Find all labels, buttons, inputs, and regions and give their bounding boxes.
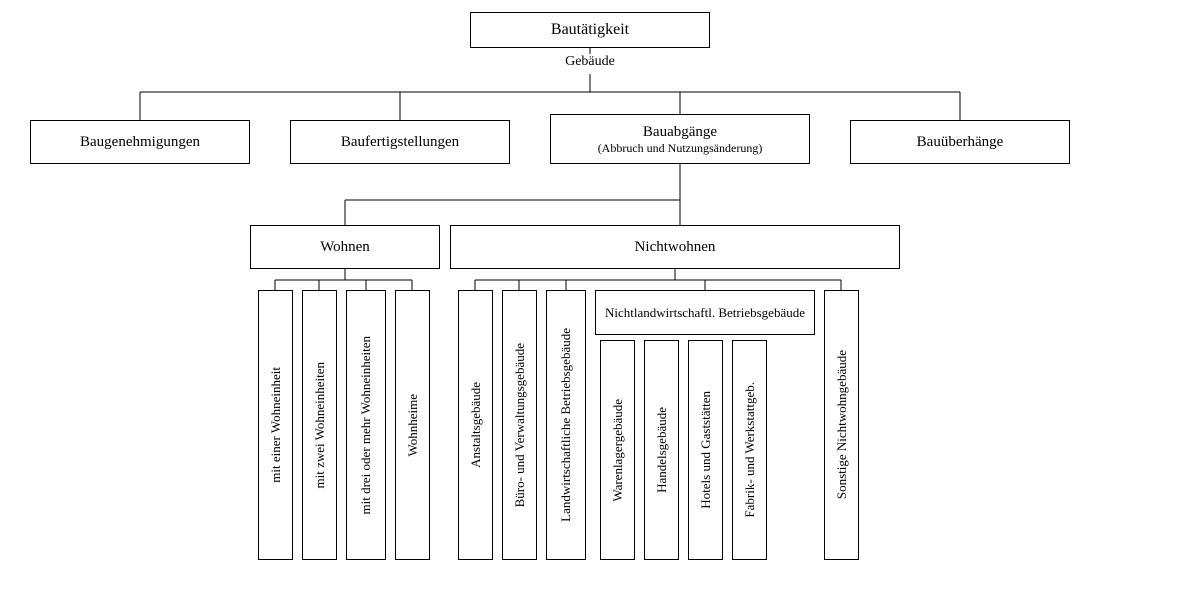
- node-bauabgaenge-sublabel: (Abbruch und Nutzungsänderung): [598, 141, 763, 155]
- node-wohnen: Wohnen: [250, 225, 440, 269]
- node-baugenehmigungen-label: Baugenehmigungen: [80, 133, 200, 151]
- node-nlw2: Handelsgebäude: [644, 340, 679, 560]
- node-n3-label: Landwirtschaftliche Betriebsgebäude: [558, 328, 574, 522]
- node-bauabgaenge-label: Bauabgänge: [643, 123, 717, 141]
- node-baugenehmigungen: Baugenehmigungen: [30, 120, 250, 164]
- node-n3: Landwirtschaftliche Betriebsgebäude: [546, 290, 586, 560]
- node-wohnen-label: Wohnen: [320, 238, 370, 256]
- node-n8: Sonstige Nichtwohngebäude: [824, 290, 859, 560]
- node-bauabgaenge: Bauabgänge (Abbruch und Nutzungsänderung…: [550, 114, 810, 164]
- node-w3: mit drei oder mehr Wohneinheiten: [346, 290, 386, 560]
- node-nlw4: Fabrik- und Werkstattgeb.: [732, 340, 767, 560]
- node-nlw3-label: Hotels und Gaststätten: [698, 391, 714, 509]
- node-w2-label: mit zwei Wohneinheiten: [312, 362, 328, 489]
- label-gebaeude: Gebäude: [555, 54, 625, 74]
- node-nlw-group: Nichtlandwirtschaftl. Betriebsgebäude: [595, 290, 815, 335]
- node-w4: Wohnheime: [395, 290, 430, 560]
- node-root: Bautätigkeit: [470, 12, 710, 48]
- node-w2: mit zwei Wohneinheiten: [302, 290, 337, 560]
- label-gebaeude-text: Gebäude: [565, 54, 615, 69]
- node-w4-label: Wohnheime: [405, 394, 421, 457]
- node-nichtwohnen: Nichtwohnen: [450, 225, 900, 269]
- node-nlw1-label: Warenlagergebäude: [610, 399, 626, 502]
- node-nlw1: Warenlagergebäude: [600, 340, 635, 560]
- node-nlw3: Hotels und Gaststätten: [688, 340, 723, 560]
- node-nlw2-label: Handelsgebäude: [654, 407, 670, 493]
- node-bauueberhaenge: Bauüberhänge: [850, 120, 1070, 164]
- node-nichtwohnen-label: Nichtwohnen: [635, 238, 716, 256]
- node-n2-label: Büro- und Verwaltungsgebäude: [512, 343, 528, 507]
- node-bauueberhaenge-label: Bauüberhänge: [917, 133, 1004, 151]
- node-root-label: Bautätigkeit: [551, 20, 629, 39]
- node-baufertigstellungen-label: Baufertigstellungen: [341, 133, 459, 151]
- node-n2: Büro- und Verwaltungsgebäude: [502, 290, 537, 560]
- node-w1-label: mit einer Wohneinheit: [268, 367, 284, 483]
- node-nlw4-label: Fabrik- und Werkstattgeb.: [742, 382, 758, 518]
- node-n1-label: Anstaltsgebäude: [468, 382, 484, 468]
- node-baufertigstellungen: Baufertigstellungen: [290, 120, 510, 164]
- node-w1: mit einer Wohneinheit: [258, 290, 293, 560]
- node-n1: Anstaltsgebäude: [458, 290, 493, 560]
- node-n8-label: Sonstige Nichtwohngebäude: [834, 350, 850, 499]
- node-w3-label: mit drei oder mehr Wohneinheiten: [358, 336, 374, 515]
- node-nlw-group-label: Nichtlandwirtschaftl. Betriebsgebäude: [605, 305, 805, 321]
